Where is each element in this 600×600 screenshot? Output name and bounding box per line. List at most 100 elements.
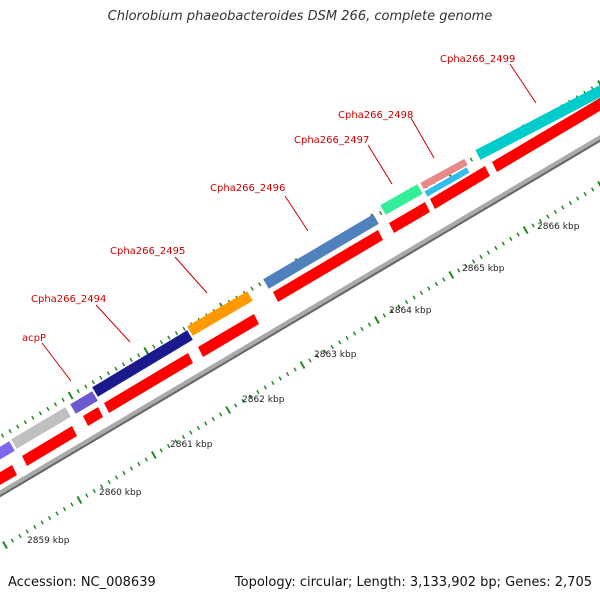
- minor-tick: [412, 295, 416, 300]
- minor-tick: [114, 366, 118, 371]
- minor-tick: [241, 398, 245, 404]
- forward-gene-2[interactable]: [11, 407, 71, 449]
- forward-gene-6[interactable]: [263, 214, 379, 289]
- forward-gene-7[interactable]: [380, 184, 423, 215]
- scale-label: 2864 kbp: [389, 306, 432, 316]
- reverse-gene-9[interactable]: [492, 92, 600, 172]
- minor-tick: [278, 376, 282, 381]
- reverse-gene-5[interactable]: [198, 314, 259, 357]
- minor-tick: [137, 353, 141, 358]
- minor-tick: [367, 322, 372, 327]
- minor-tick: [576, 196, 580, 201]
- minor-tick: [590, 187, 595, 192]
- forward-gene-8-inner[interactable]: [424, 167, 470, 197]
- scale-label: 2863 kbp: [314, 350, 357, 360]
- gene-label[interactable]: Cpha266_2494: [31, 294, 106, 305]
- scale-label: 2866 kbp: [537, 222, 580, 232]
- reverse-gene-3[interactable]: [83, 407, 103, 426]
- minor-tick: [181, 434, 186, 440]
- minor-tick: [427, 286, 431, 291]
- minor-tick: [47, 515, 52, 521]
- major-tick: [76, 496, 83, 504]
- minor-tick: [390, 308, 394, 314]
- minor-tick: [293, 367, 297, 372]
- minor-tick: [84, 384, 88, 389]
- forward-gene-1[interactable]: [0, 441, 15, 462]
- minor-tick: [121, 362, 126, 367]
- minor-tick: [360, 326, 364, 332]
- reverse-gene-4[interactable]: [104, 353, 193, 413]
- reverse-gene-1[interactable]: [0, 465, 17, 488]
- minor-tick: [144, 457, 148, 462]
- minor-tick: [397, 304, 401, 309]
- minor-tick: [352, 331, 357, 336]
- minor-tick: [471, 259, 476, 264]
- minor-tick: [166, 443, 171, 449]
- major-tick: [143, 347, 150, 355]
- inner-tick-marks: [2, 181, 600, 549]
- scale-label: 2861 kbp: [170, 440, 213, 450]
- gene-label[interactable]: Cpha266_2498: [338, 110, 413, 121]
- accession-text: Accession: NC_008639: [8, 575, 156, 590]
- reverse-gene-2[interactable]: [22, 426, 77, 466]
- gene-label[interactable]: Cpha266_2495: [110, 246, 185, 257]
- minor-tick: [457, 268, 461, 273]
- minor-tick: [561, 205, 565, 210]
- minor-tick: [38, 411, 43, 416]
- minor-tick: [137, 461, 141, 467]
- minor-tick: [0, 433, 5, 438]
- minor-tick: [33, 524, 37, 530]
- forward-gene-4[interactable]: [92, 330, 193, 397]
- scale-label: 2860 kbp: [99, 488, 142, 498]
- genome-summary: Topology: circular; Length: 3,133,902 bp…: [234, 575, 592, 590]
- gene-label-group: acpP Cpha266_2494 Cpha266_2495 Cpha266_2…: [22, 54, 515, 344]
- forward-gene-8[interactable]: [420, 158, 468, 190]
- gene-label[interactable]: Cpha266_2497: [294, 135, 369, 146]
- major-tick: [150, 451, 157, 459]
- minor-tick: [546, 214, 550, 219]
- minor-tick: [568, 200, 572, 206]
- minor-tick: [315, 353, 320, 359]
- major-tick: [522, 226, 529, 234]
- minor-tick: [379, 210, 383, 216]
- major-tick: [225, 406, 231, 414]
- minor-tick: [8, 428, 12, 434]
- minor-tick: [323, 349, 327, 354]
- minor-tick: [479, 254, 483, 260]
- forward-gene-5[interactable]: [187, 291, 253, 336]
- minor-tick: [308, 358, 312, 363]
- minor-tick: [263, 385, 267, 390]
- scale-label: 2862 kbp: [242, 395, 285, 405]
- minor-tick: [10, 538, 15, 543]
- minor-tick: [189, 430, 193, 435]
- minor-tick: [91, 379, 95, 385]
- minor-tick: [62, 506, 67, 512]
- minor-tick: [248, 394, 253, 399]
- minor-tick: [122, 470, 126, 476]
- minor-tick: [129, 357, 133, 363]
- minor-tick: [271, 380, 275, 386]
- minor-tick: [464, 263, 468, 269]
- reverse-gene-8[interactable]: [430, 166, 490, 209]
- major-tick: [374, 316, 380, 324]
- minor-tick: [70, 502, 74, 507]
- forward-strand-track: [0, 85, 600, 462]
- reverse-gene-6[interactable]: [273, 230, 383, 302]
- forward-gene-9[interactable]: [475, 85, 600, 160]
- reverse-gene-7[interactable]: [389, 202, 430, 233]
- minor-tick: [40, 520, 44, 525]
- minor-tick: [233, 403, 238, 408]
- minor-tick: [509, 236, 513, 242]
- gene-label[interactable]: Cpha266_2499: [440, 54, 515, 65]
- minor-tick: [107, 479, 111, 485]
- forward-gene-3[interactable]: [70, 391, 98, 414]
- minor-tick: [16, 424, 20, 429]
- gene-label[interactable]: acpP: [22, 333, 46, 344]
- map-title: Chlorobium phaeobacteroides DSM 266, com…: [107, 9, 493, 24]
- minor-tick: [330, 344, 334, 350]
- minor-tick: [100, 484, 104, 489]
- reverse-strand-track: [0, 92, 600, 488]
- gene-label[interactable]: Cpha266_2496: [210, 183, 285, 194]
- minor-tick: [76, 388, 80, 394]
